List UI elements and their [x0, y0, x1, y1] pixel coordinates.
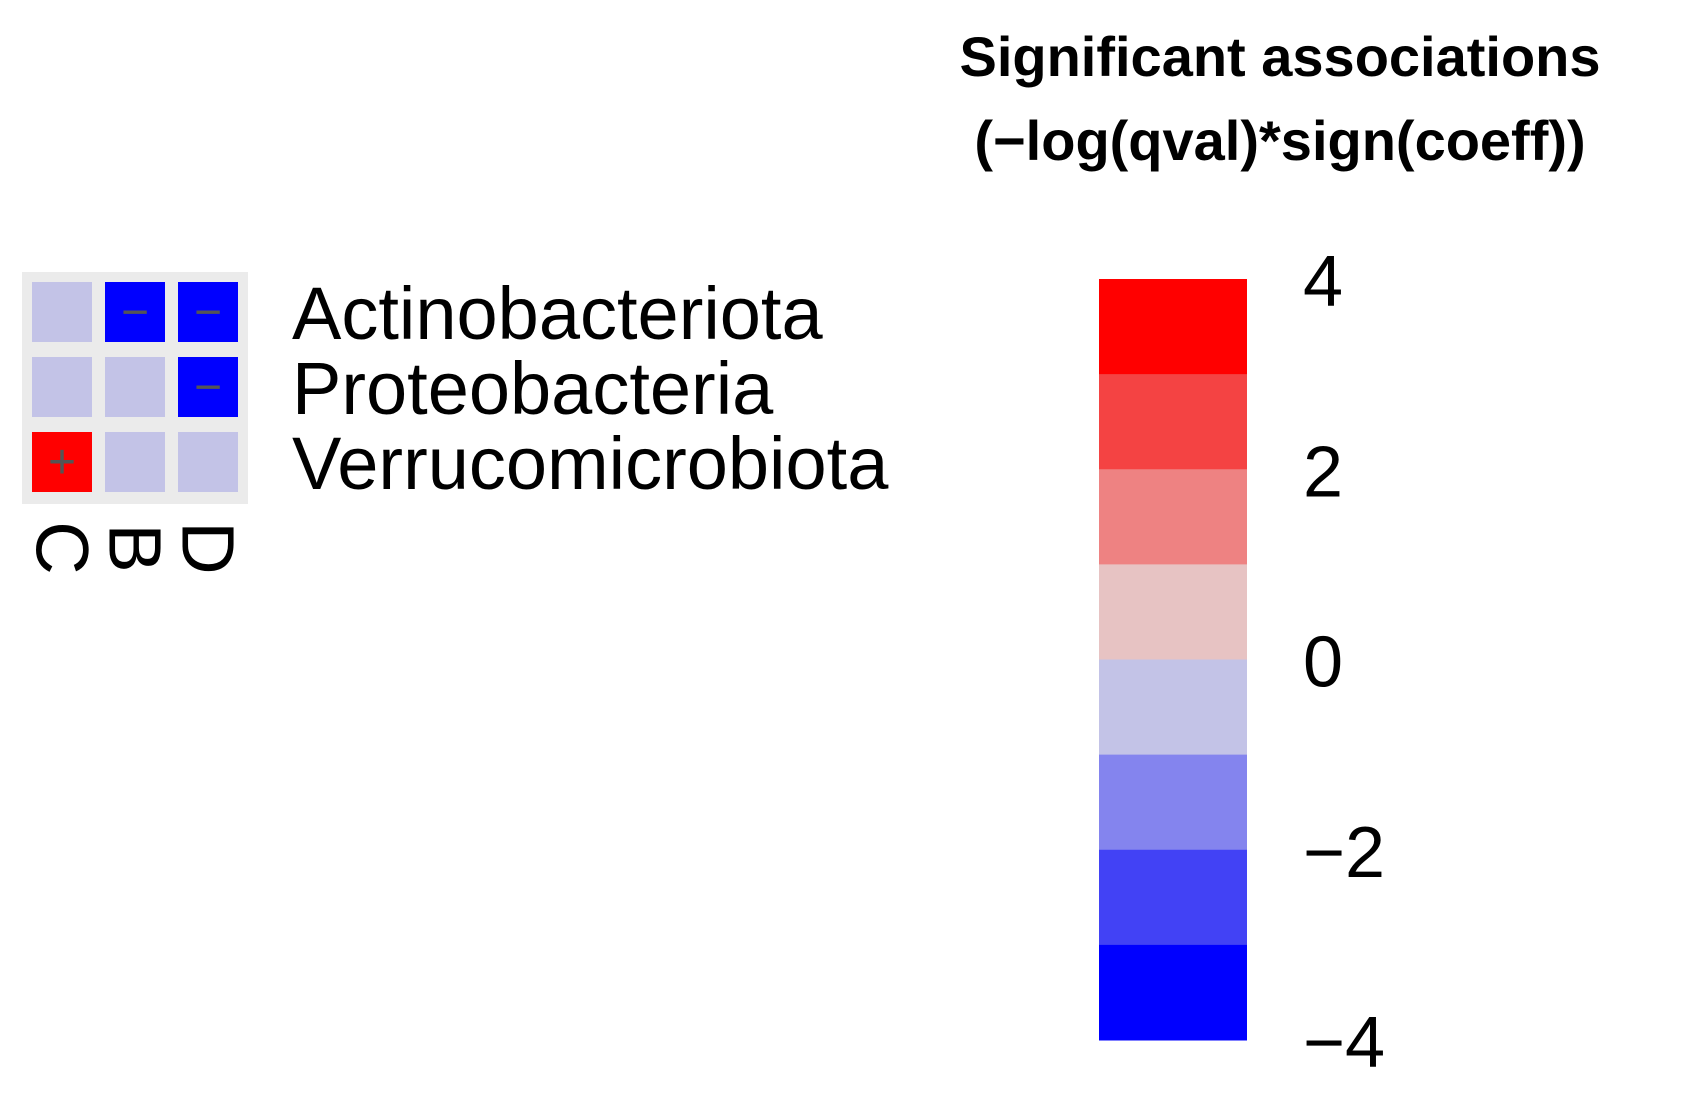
cell-sign-label: −	[194, 286, 222, 339]
column-label: C	[21, 521, 104, 574]
heatmap-cell	[178, 282, 238, 342]
legend-color-bin	[1099, 469, 1247, 565]
legend-color-bin	[1099, 374, 1247, 470]
row-label: Verrucomicrobiota	[292, 422, 889, 505]
cell-sign-label: −	[121, 286, 149, 339]
legend-tick-label: 0	[1303, 623, 1343, 703]
legend-color-bin	[1099, 944, 1247, 1041]
heatmap-cell	[105, 357, 165, 417]
legend-color-bin	[1099, 279, 1247, 375]
heatmap-cell	[32, 432, 92, 492]
legend-title: Significant associations	[959, 25, 1600, 88]
column-label: D	[167, 521, 250, 574]
legend-color-bin	[1099, 754, 1247, 851]
cell-sign-label: +	[48, 436, 76, 489]
legend-color-bin	[1099, 659, 1247, 756]
heatmap-cell	[32, 282, 92, 342]
heatmap-cell	[105, 282, 165, 342]
heatmap-grid: − −−+ActinobacteriotaProteobacteriaVerruc…	[21, 272, 889, 575]
legend-tick-label: 4	[1303, 242, 1343, 322]
heatmap-cell	[178, 357, 238, 417]
cell-sign-label: −	[194, 361, 222, 414]
heatmap-cell	[32, 357, 92, 417]
column-label: B	[94, 523, 177, 572]
legend-subtitle: (−log(qval)*sign(coeff))	[974, 109, 1585, 172]
legend-color-bin	[1099, 564, 1247, 660]
legend-tick-label: 2	[1303, 432, 1343, 512]
heatmap-cell	[178, 432, 238, 492]
legend-tick-label: −4	[1303, 1003, 1385, 1083]
row-label: Proteobacteria	[292, 347, 774, 430]
heatmap-cell	[105, 432, 165, 492]
row-label: Actinobacteriota	[292, 272, 823, 355]
legend-tick-label: −2	[1303, 813, 1385, 893]
legend-color-bin	[1099, 849, 1247, 946]
color-legend: 4 2 0 −2 −4	[1099, 242, 1385, 1083]
